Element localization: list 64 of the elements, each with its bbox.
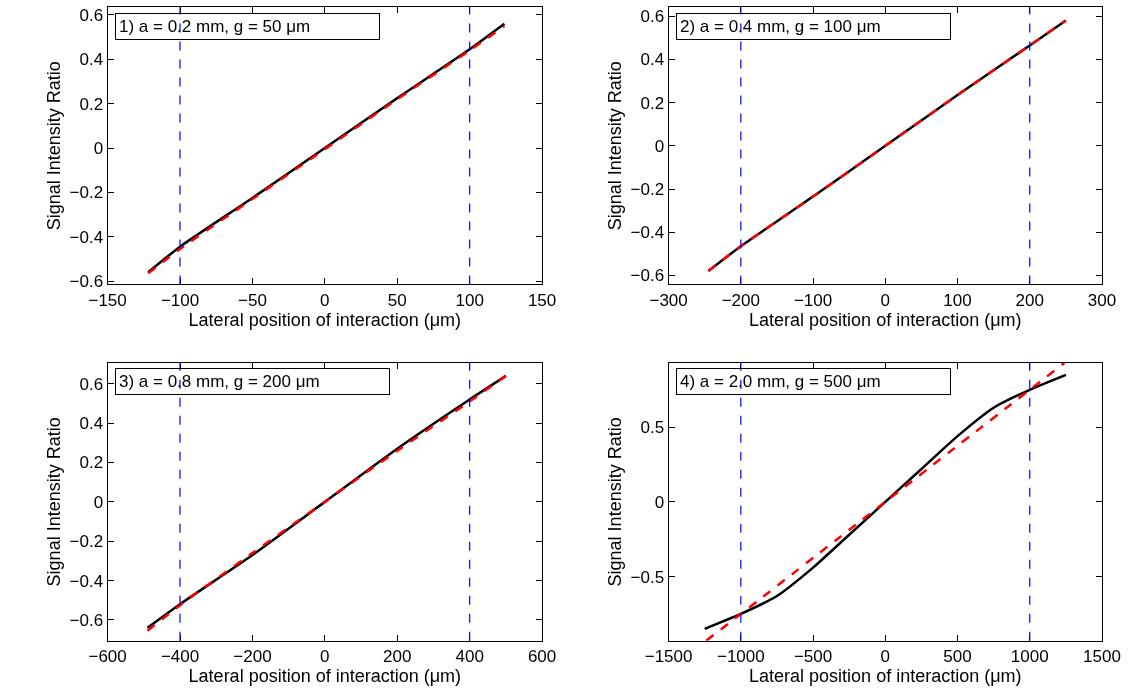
y-tick-label: 0.6 bbox=[79, 5, 104, 25]
y-tick-label: −0.4 bbox=[69, 227, 104, 247]
x-tick-label: 200 bbox=[1015, 290, 1044, 310]
y-tick-label: −0.4 bbox=[69, 571, 104, 591]
y-tick-label: 0.2 bbox=[79, 453, 104, 473]
x-tick-label: 50 bbox=[387, 290, 407, 310]
y-tick-label: −0.6 bbox=[69, 272, 104, 292]
y-tick-label: 0.4 bbox=[79, 50, 104, 70]
y-axis-title: Signal Intensity Ratio bbox=[43, 417, 64, 587]
y-tick-label: −0.6 bbox=[630, 266, 665, 286]
y-tick-label: 0 bbox=[93, 492, 104, 512]
y-axis-title: Signal Intensity Ratio bbox=[43, 61, 64, 231]
x-axis-title: Lateral position of interaction (μm) bbox=[749, 666, 1022, 687]
x-tick-label: −600 bbox=[88, 647, 127, 667]
x-tick-label: 400 bbox=[455, 647, 484, 667]
x-tick-label: −50 bbox=[238, 290, 267, 310]
x-tick-label: 1500 bbox=[1083, 647, 1121, 667]
x-tick-label: 0 bbox=[320, 647, 330, 667]
y-tick-label: 0.6 bbox=[640, 7, 665, 27]
x-tick-label: −150 bbox=[88, 290, 127, 310]
x-tick-label: −100 bbox=[793, 290, 833, 310]
x-axis-title: Lateral position of interaction (μm) bbox=[188, 666, 462, 687]
annotation: 4) a = 2.0 mm, g = 500 μm bbox=[680, 372, 947, 391]
x-tick-label: −200 bbox=[233, 647, 272, 667]
y-tick-label: −0.2 bbox=[69, 183, 104, 203]
x-axis-title: Lateral position of interaction (μm) bbox=[188, 309, 462, 330]
y-tick-label: 0.2 bbox=[79, 94, 104, 114]
y-tick-label: −0.5 bbox=[630, 567, 665, 587]
x-tick-label: −100 bbox=[160, 290, 200, 310]
y-tick-label: 0.4 bbox=[79, 414, 104, 434]
annotation: 1) a = 0.2 mm, g = 50 μm bbox=[119, 17, 377, 36]
y-tick-label: 0 bbox=[93, 138, 104, 158]
x-tick-label: 0 bbox=[320, 290, 330, 310]
y-tick-label: 0.5 bbox=[640, 418, 665, 438]
x-tick-label: 600 bbox=[527, 647, 557, 667]
x-tick-label: −500 bbox=[793, 647, 833, 667]
annotation: 2) a = 0.4 mm, g = 100 μm bbox=[680, 17, 947, 36]
annotation: 3) a = 0.8 mm, g = 200 μm bbox=[119, 372, 386, 391]
x-tick-label: 100 bbox=[455, 290, 484, 310]
y-tick-label: 0.6 bbox=[79, 374, 104, 394]
x-tick-label: −400 bbox=[160, 647, 200, 667]
x-tick-label: 0 bbox=[880, 290, 891, 310]
x-tick-label: 200 bbox=[383, 647, 412, 667]
x-tick-label: −1000 bbox=[716, 647, 765, 667]
x-tick-label: 150 bbox=[527, 290, 557, 310]
y-tick-label: −0.6 bbox=[69, 610, 104, 630]
x-tick-label: 100 bbox=[943, 290, 972, 310]
y-tick-label: 0 bbox=[654, 136, 665, 156]
y-tick-label: 0 bbox=[654, 492, 665, 512]
x-tick-label: −300 bbox=[649, 290, 688, 310]
y-axis-title: Signal Intensity Ratio bbox=[604, 417, 625, 587]
x-axis-title: Lateral position of interaction (μm) bbox=[749, 309, 1022, 330]
x-tick-label: 300 bbox=[1087, 290, 1117, 310]
x-tick-label: −1500 bbox=[644, 647, 693, 667]
y-tick-label: −0.2 bbox=[630, 179, 665, 199]
x-tick-label: 0 bbox=[880, 647, 891, 667]
x-tick-label: 1000 bbox=[1010, 647, 1049, 667]
x-tick-label: 500 bbox=[943, 647, 972, 667]
y-tick-label: 0.4 bbox=[640, 50, 665, 70]
y-tick-label: −0.2 bbox=[69, 532, 104, 552]
y-tick-label: −0.4 bbox=[630, 223, 665, 243]
y-tick-label: 0.2 bbox=[640, 93, 665, 113]
x-tick-label: −200 bbox=[721, 290, 760, 310]
y-axis-title: Signal Intensity Ratio bbox=[604, 61, 625, 231]
